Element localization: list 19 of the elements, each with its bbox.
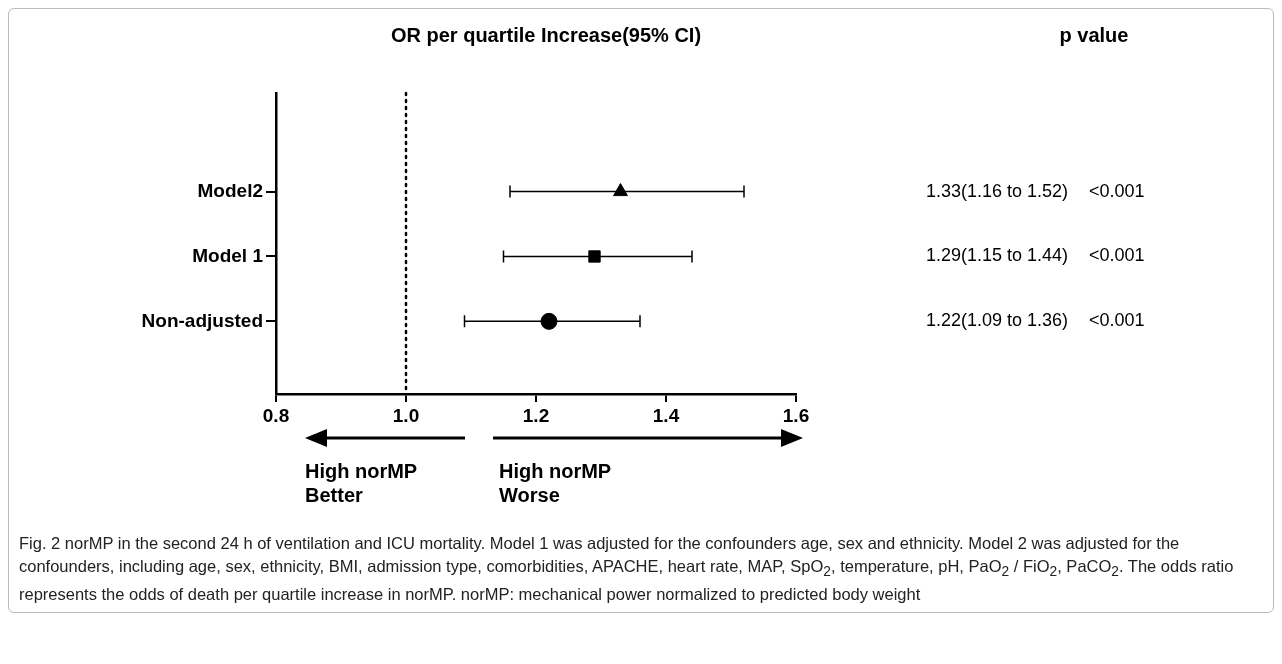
x-tick-label: 1.4 xyxy=(652,404,680,426)
text: <0.001 xyxy=(1089,180,1145,201)
x-tick-label: 0.8 xyxy=(262,404,290,426)
text: 1.22(1.09 to 1.36) xyxy=(926,310,1069,331)
text: <0.001 xyxy=(1089,310,1145,331)
text: <0.001 xyxy=(1089,245,1145,266)
y-tick-label: Model2 xyxy=(197,179,263,201)
y-tick-label: Model 1 xyxy=(192,244,264,266)
text: 1.29(1.15 to 1.44) xyxy=(926,245,1069,266)
text: p value xyxy=(1059,23,1129,46)
chart-title: OR per quartile Increase(95% CI) xyxy=(390,23,702,46)
x-tick-label: 1.2 xyxy=(522,404,550,426)
x-tick-label: 1.6 xyxy=(782,404,810,426)
text: High norMP Worse xyxy=(499,459,612,507)
text: 1.33(1.16 to 1.52) xyxy=(926,180,1069,201)
y-tick-label: Non-adjusted xyxy=(141,309,263,331)
x-tick-label: 1.0 xyxy=(392,404,420,426)
text: High norMP Better xyxy=(305,459,418,507)
text: Fig. 2 norMP in the second 24 h of ventilation and ICU mortality. Model 1 was adjusted for the confounders age, sex and ethnicity. Model 2 was adjusted for the confounders, including age, sex, ethnicity, BMI, admission type, comorbidities, APACHE, heart rate, MAP, SpO$_{2}$, temperature, pH, PaO$_{2}$ / FiO$_{2}$, PaCO$_{2}$. The odds ratio represents the odds of death per quartile increase in norMP. norMP: mechanical power normalized to predicted body weight xyxy=(19,534,1234,604)
